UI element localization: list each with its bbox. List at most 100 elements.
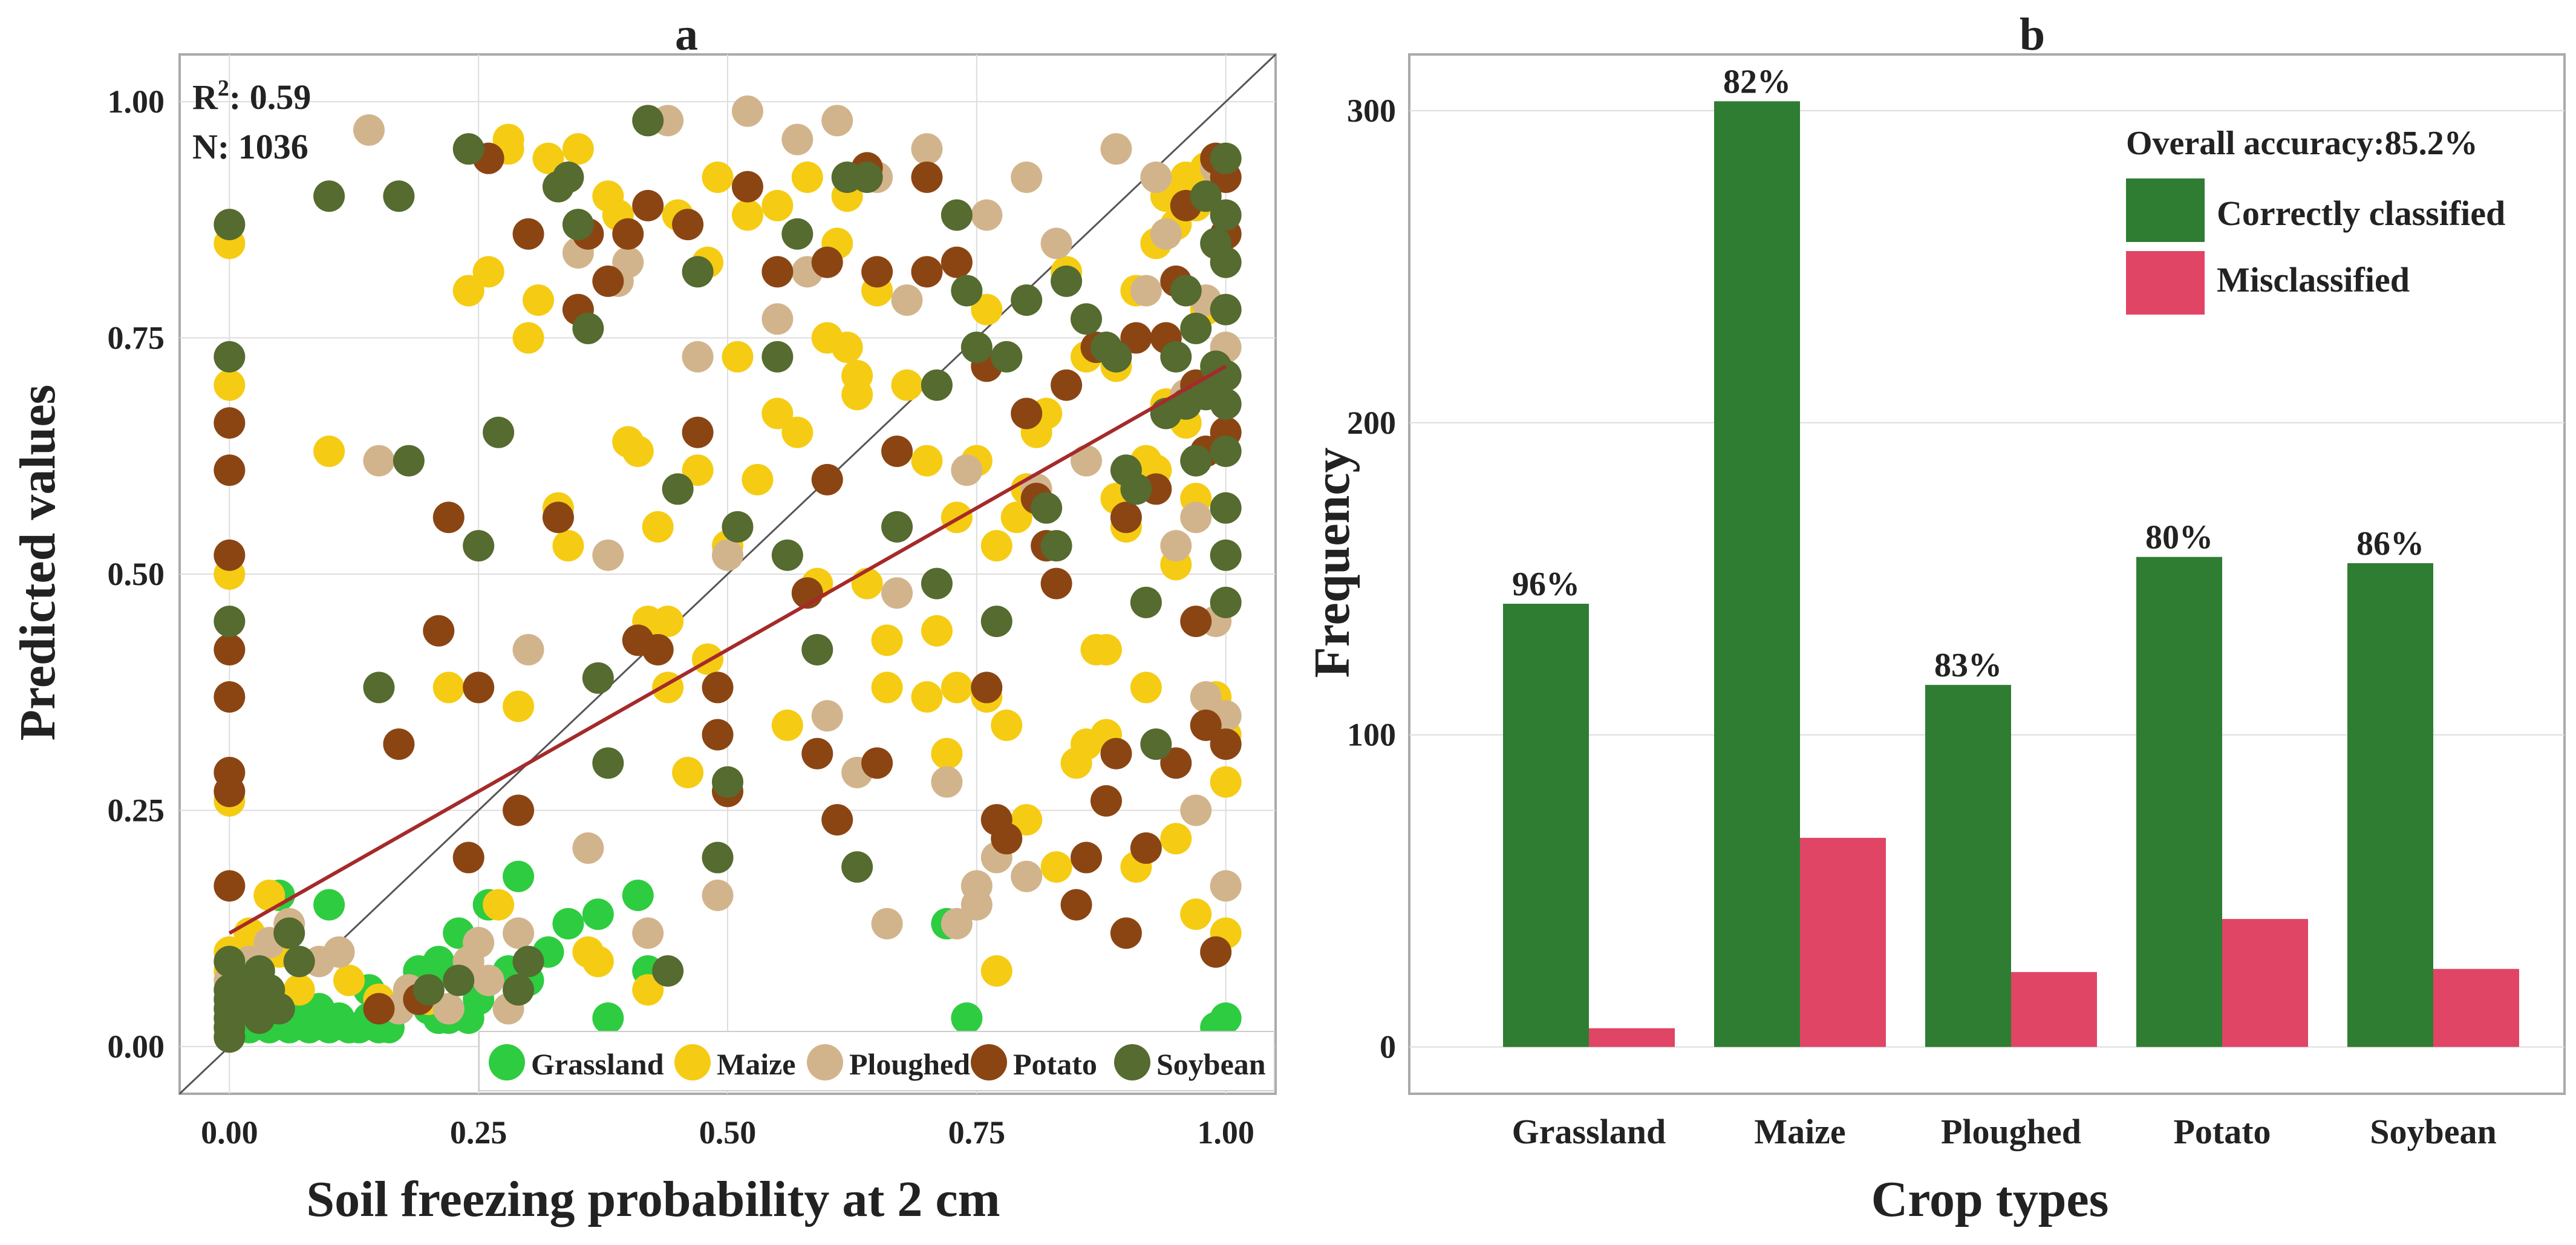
point-ploughed (463, 927, 495, 959)
point-maize (472, 256, 504, 288)
point-potato (642, 633, 674, 665)
bar-correct-soybean (2347, 563, 2433, 1047)
point-ploughed (472, 964, 504, 996)
point-potato (452, 841, 484, 874)
point-soybean (771, 539, 803, 571)
point-maize (731, 199, 763, 231)
bar-mis-potato (2222, 919, 2308, 1047)
point-soybean (452, 133, 484, 165)
point-maize (791, 162, 823, 194)
point-maize (871, 672, 903, 704)
bar-correct-grassland (1503, 604, 1589, 1047)
y-tick-a: 1.00 (108, 83, 165, 120)
point-ploughed (1011, 860, 1043, 892)
panel-a-title: a (675, 9, 698, 60)
bar-correct-maize (1714, 101, 1800, 1047)
point-soybean (1210, 586, 1242, 618)
point-potato (682, 416, 714, 448)
point-maize (971, 293, 1003, 325)
point-soybean (712, 766, 743, 798)
point-potato (423, 615, 455, 647)
point-soybean (841, 851, 873, 883)
point-ploughed (891, 284, 923, 316)
point-soybean (722, 511, 754, 543)
point-potato (214, 681, 246, 713)
legend-potato-marker (971, 1044, 1007, 1080)
point-ploughed (353, 114, 385, 146)
point-soybean (1190, 180, 1222, 212)
point-maize (512, 322, 544, 354)
point-maize (931, 737, 963, 770)
point-ploughed (1130, 275, 1162, 307)
point-ploughed (512, 633, 544, 665)
point-ploughed (731, 95, 763, 127)
point-potato (881, 435, 913, 467)
point-maize (921, 615, 953, 647)
point-soybean (572, 312, 604, 344)
point-grassland (1210, 1002, 1242, 1034)
point-soybean (1210, 293, 1242, 325)
bars (1503, 101, 2519, 1047)
point-grassland (592, 1002, 624, 1034)
point-soybean (1210, 142, 1242, 174)
point-maize (503, 690, 535, 722)
point-maize (911, 445, 943, 477)
point-potato (861, 256, 893, 288)
point-potato (941, 246, 973, 278)
point-potato (761, 256, 794, 288)
point-maize (572, 936, 604, 968)
point-ploughed (881, 577, 913, 609)
legend-maize-label: Maize (717, 1047, 795, 1081)
point-maize (483, 889, 515, 921)
panel-b-title: b (2020, 9, 2045, 60)
point-soybean (1130, 586, 1162, 618)
point-ploughed (1011, 162, 1043, 194)
point-potato (1100, 737, 1132, 770)
point-soybean (801, 633, 833, 665)
point-ploughed (761, 303, 794, 335)
x-tick-b-soybean: Soybean (2370, 1112, 2497, 1151)
point-ploughed (1190, 681, 1222, 713)
point-ploughed (632, 917, 664, 949)
point-potato (702, 719, 734, 751)
point-soybean (851, 162, 883, 194)
legend-mis-swatch (2126, 251, 2205, 315)
x-tick-labels-b: Grassland Maize Ploughed Potato Soybean (1512, 1112, 2497, 1151)
x-tick-b-potato: Potato (2173, 1112, 2271, 1151)
legend-mis-label: Misclassified (2217, 260, 2410, 299)
point-soybean (463, 530, 495, 562)
point-potato (911, 256, 943, 288)
point-soybean (632, 105, 664, 137)
legend-a: Grassland Maize Ploughed Potato Soybean (478, 1031, 1275, 1091)
point-maize (911, 681, 943, 713)
point-ploughed (931, 766, 963, 798)
point-maize (1040, 851, 1072, 883)
point-potato (1110, 502, 1142, 534)
point-potato (214, 454, 246, 486)
point-soybean (592, 747, 624, 779)
point-ploughed (432, 993, 465, 1025)
identity-line (178, 53, 1277, 1095)
point-ploughed (971, 199, 1003, 231)
x-axis-label-b: Crop types (1871, 1171, 2109, 1227)
point-potato (612, 218, 644, 250)
point-potato (1060, 889, 1092, 921)
point-soybean (1011, 284, 1043, 316)
point-potato (214, 870, 246, 902)
point-potato (1200, 936, 1232, 968)
x-tick-a: 0.25 (450, 1114, 507, 1151)
point-potato (363, 993, 395, 1025)
point-maize (1130, 672, 1162, 704)
point-maize (761, 397, 794, 430)
y-tick-b: 200 (1347, 405, 1396, 441)
legend-ploughed-label: Ploughed (849, 1047, 970, 1081)
point-maize (742, 463, 774, 495)
point-grassland (582, 898, 614, 930)
point-ploughed (781, 123, 814, 155)
point-potato (503, 794, 535, 826)
bar-percent-labels: 96% 82% 83% 80% 86% (1512, 63, 2424, 684)
point-potato (811, 463, 843, 495)
legend-grassland-label: Grassland (531, 1047, 664, 1081)
point-ploughed (871, 907, 903, 939)
point-soybean (941, 199, 973, 231)
